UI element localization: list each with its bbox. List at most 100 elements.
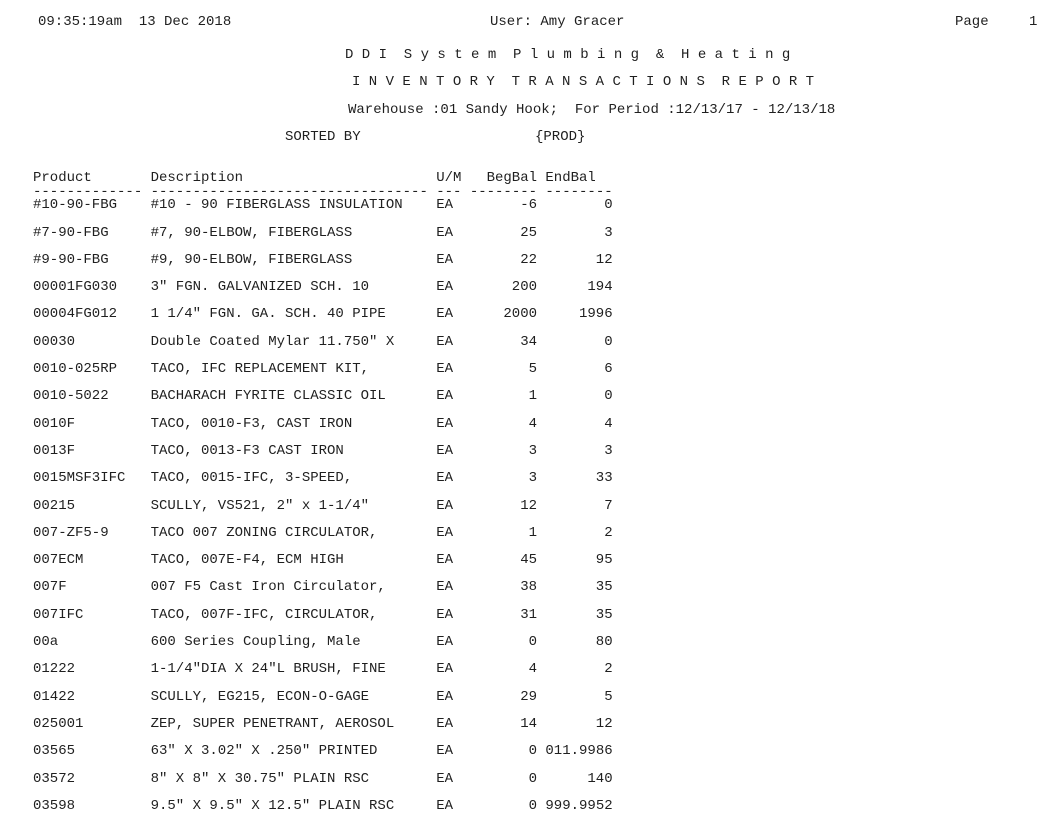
begbal-cell: 3: [528, 471, 538, 486]
page-label: Page: [955, 14, 989, 30]
description-column-rule: ---------------------------------: [150, 184, 428, 199]
table-row: 0010-5022 BACHARACH FYRITE CLASSIC OIL EA 1…: [33, 389, 621, 416]
begbal-cell: 0: [528, 771, 538, 786]
product-cell: 00a: [33, 635, 59, 650]
table-row: #7-90-FBG #7, 90-ELBOW, FIBERGLASS EA 25 3: [33, 226, 621, 253]
product-column-header: Product: [33, 171, 92, 185]
endbal-cell: 2: [604, 662, 613, 677]
description-cell: 8" X 8" X 30.75" PLAIN RSC: [150, 771, 370, 786]
endbal-cell: 194: [587, 280, 613, 295]
um-cell: EA: [436, 334, 454, 349]
um-cell: EA: [436, 307, 454, 322]
description-cell: 1-1/4"DIA X 24"L BRUSH, FINE: [150, 662, 386, 677]
begbal-cell: 1: [528, 389, 538, 404]
description-cell: BACHARACH FYRITE CLASSIC OIL: [150, 389, 386, 404]
begbal-cell: 45: [520, 553, 538, 568]
product-cell: 007-ZF5-9: [33, 525, 109, 540]
um-column-header: U/M: [436, 171, 462, 185]
table-separator-row: ------------- ---------------------------…: [33, 185, 621, 199]
endbal-cell: 35: [595, 580, 613, 595]
endbal-cell: 95: [595, 553, 613, 568]
endbal-cell: 80: [595, 635, 613, 650]
begbal-cell: 38: [520, 580, 538, 595]
endbal-cell: 011.9986: [545, 744, 613, 759]
um-cell: EA: [436, 771, 454, 786]
um-cell: EA: [436, 362, 454, 377]
table-row: 007F 007 F5 Cast Iron Circulator, EA 38 35: [33, 580, 621, 607]
table-row: 0010F TACO, 0010-F3, CAST IRON EA 4 4: [33, 417, 621, 444]
endbal-cell: 3: [604, 225, 613, 240]
description-cell: 1 1/4" FGN. GA. SCH. 40 PIPE: [150, 307, 386, 322]
table-row: 00001FG030 3" FGN. GALVANIZED SCH. 10 EA 20…: [33, 280, 621, 307]
table-row: 0013F TACO, 0013-F3 CAST IRON EA 3 3: [33, 444, 621, 471]
table-header-row: Product Description U/M BegBal EndBal: [33, 171, 621, 185]
um-cell: EA: [436, 744, 454, 759]
description-column-header: Description: [150, 171, 244, 185]
begbal-cell: 5: [528, 362, 538, 377]
description-cell: TACO, 0015-IFC, 3-SPEED,: [150, 471, 353, 486]
product-cell: 00215: [33, 498, 76, 513]
begbal-cell: 31: [520, 607, 538, 622]
description-cell: 007 F5 Cast Iron Circulator,: [150, 580, 386, 595]
description-cell: 600 Series Coupling, Male: [150, 635, 361, 650]
table-row: 007ECM TACO, 007E-F4, ECM HIGH EA 45 95: [33, 553, 621, 580]
table-row: 03572 8" X 8" X 30.75" PLAIN RSC EA 0 140: [33, 772, 621, 799]
description-cell: 3" FGN. GALVANIZED SCH. 10: [150, 280, 370, 295]
product-cell: 025001: [33, 716, 84, 731]
table-row: 00004FG012 1 1/4" FGN. GA. SCH. 40 PIPE EA…: [33, 307, 621, 334]
begbal-cell: 25: [520, 225, 538, 240]
product-column-rule: -------------: [33, 184, 143, 199]
endbal-cell: 12: [595, 252, 613, 267]
begbal-cell: 1: [528, 525, 538, 540]
product-cell: 01222: [33, 662, 76, 677]
description-cell: #7, 90-ELBOW, FIBERGLASS: [150, 225, 353, 240]
um-cell: EA: [436, 252, 454, 267]
endbal-cell: 33: [595, 471, 613, 486]
um-cell: EA: [436, 498, 454, 513]
um-cell: EA: [436, 662, 454, 677]
um-cell: EA: [436, 225, 454, 240]
begbal-cell: 4: [528, 416, 538, 431]
um-cell: EA: [436, 443, 454, 458]
sort-key: {PROD}: [535, 129, 586, 145]
description-cell: SCULLY, VS521, 2" x 1-1/4": [150, 498, 370, 513]
um-column-rule: ---: [436, 184, 462, 199]
page-number: 1: [1029, 14, 1038, 30]
product-cell: 00030: [33, 334, 76, 349]
table-row: 007-ZF5-9 TACO 007 ZONING CIRCULATOR, EA 1 2: [33, 526, 621, 553]
begbal-cell: 2000: [503, 307, 538, 322]
begbal-cell: 4: [528, 662, 538, 677]
um-cell: EA: [436, 389, 454, 404]
description-cell: Double Coated Mylar 11.750" X: [150, 334, 395, 349]
endbal-cell: 2: [604, 525, 613, 540]
product-cell: #10-90-FBG: [33, 198, 118, 213]
table-row: 01222 1-1/4"DIA X 24"L BRUSH, FINE EA 4 2: [33, 662, 621, 689]
endbal-cell: 1996: [579, 307, 613, 322]
table-row: 007IFC TACO, 007F-IFC, CIRCULATOR, EA 31 35: [33, 608, 621, 635]
product-cell: 03565: [33, 744, 76, 759]
endbal-cell: 0: [604, 334, 613, 349]
product-cell: #9-90-FBG: [33, 252, 109, 267]
product-cell: 00004FG012: [33, 307, 118, 322]
um-cell: EA: [436, 525, 454, 540]
product-cell: 007IFC: [33, 607, 84, 622]
description-cell: #10 - 90 FIBERGLASS INSULATION: [150, 198, 403, 213]
um-cell: EA: [436, 416, 454, 431]
begbal-column-rule: --------: [469, 184, 538, 199]
endbal-cell: 999.9952: [545, 798, 613, 813]
product-cell: 007F: [33, 580, 67, 595]
um-cell: EA: [436, 580, 454, 595]
um-cell: EA: [436, 689, 454, 704]
begbal-cell: 29: [520, 689, 538, 704]
product-cell: 0010-025RP: [33, 362, 118, 377]
endbal-cell: 6: [604, 362, 613, 377]
table-row: 00a 600 Series Coupling, Male EA 0 80: [33, 635, 621, 662]
begbal-cell: -6: [520, 198, 538, 213]
table-row: 00030 Double Coated Mylar 11.750" X EA 34 0: [33, 335, 621, 362]
description-cell: SCULLY, EG215, ECON-O-GAGE: [150, 689, 370, 704]
um-cell: EA: [436, 798, 454, 813]
description-cell: TACO 007 ZONING CIRCULATOR,: [150, 525, 378, 540]
product-cell: 03572: [33, 771, 76, 786]
product-cell: 0013F: [33, 443, 76, 458]
